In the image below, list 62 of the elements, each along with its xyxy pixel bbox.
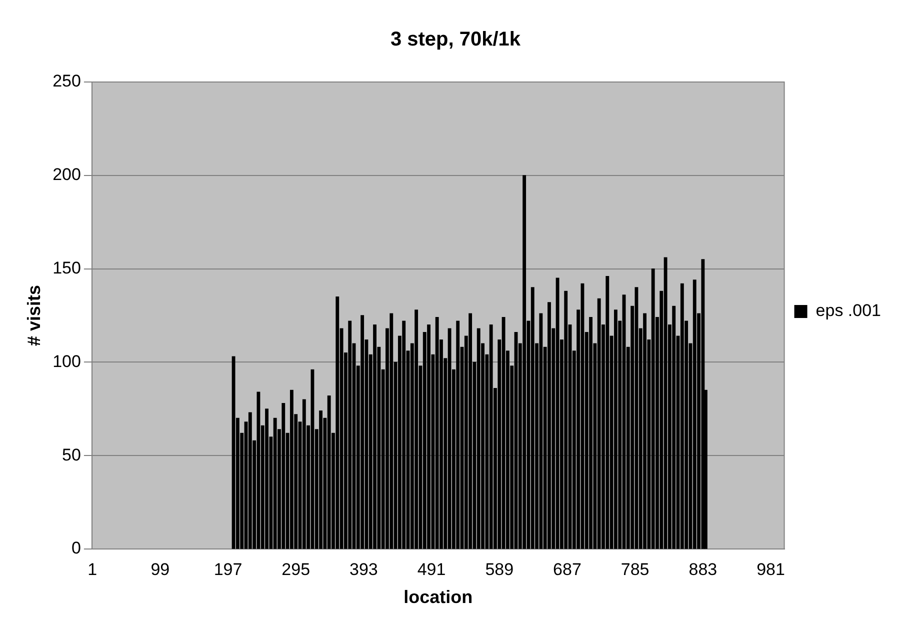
x-tick-label: 393 bbox=[350, 560, 378, 579]
bar bbox=[589, 317, 592, 549]
y-tick-label: 200 bbox=[52, 165, 81, 184]
x-tick-label: 981 bbox=[756, 560, 785, 579]
bar bbox=[680, 283, 684, 549]
y-tick-label: 0 bbox=[71, 538, 81, 558]
y-axis-title: # visits bbox=[24, 284, 44, 346]
bar bbox=[435, 317, 439, 549]
bar bbox=[273, 418, 277, 549]
bar bbox=[522, 175, 526, 549]
x-tick-label: 687 bbox=[553, 560, 582, 579]
bar bbox=[290, 390, 294, 549]
bar bbox=[414, 310, 418, 549]
bar bbox=[402, 320, 406, 549]
y-tick-label: 150 bbox=[52, 258, 81, 278]
bar bbox=[643, 313, 646, 549]
bar bbox=[556, 278, 560, 549]
bar bbox=[468, 313, 472, 549]
bar bbox=[530, 287, 534, 549]
x-tick-label: 785 bbox=[620, 560, 650, 579]
y-tick-label: 100 bbox=[52, 352, 81, 371]
legend-label: eps .001 bbox=[816, 301, 882, 320]
bar bbox=[232, 356, 236, 549]
bar bbox=[692, 280, 696, 549]
bar bbox=[672, 306, 676, 549]
bar bbox=[327, 395, 331, 549]
bar bbox=[664, 257, 668, 549]
bar bbox=[564, 290, 568, 549]
x-axis-title: location bbox=[404, 587, 473, 608]
bar bbox=[548, 302, 551, 549]
bar bbox=[597, 298, 601, 549]
bar bbox=[651, 268, 655, 549]
bar bbox=[282, 402, 286, 549]
x-tick-label: 99 bbox=[150, 560, 170, 579]
y-tick-label: 250 bbox=[52, 72, 81, 91]
bar bbox=[489, 324, 493, 549]
bar bbox=[606, 276, 610, 549]
chart-title: 3 step, 70k/1k bbox=[390, 28, 522, 51]
x-tick-label: 589 bbox=[485, 560, 514, 579]
bar bbox=[614, 310, 618, 549]
bar bbox=[427, 324, 430, 549]
bar bbox=[448, 328, 452, 549]
y-tick-label: 50 bbox=[62, 445, 81, 464]
x-tick-label: 1 bbox=[88, 560, 98, 579]
x-tick-label: 197 bbox=[214, 560, 242, 579]
bar bbox=[302, 399, 306, 549]
bar bbox=[476, 328, 480, 549]
bar bbox=[336, 296, 340, 549]
bar bbox=[248, 412, 252, 549]
bar bbox=[701, 259, 705, 549]
x-tick-label: 883 bbox=[688, 560, 718, 579]
bar bbox=[360, 315, 364, 549]
bar bbox=[373, 324, 376, 549]
x-tick-label: 491 bbox=[417, 560, 446, 579]
bar bbox=[265, 408, 268, 549]
bar bbox=[348, 320, 352, 549]
x-tick-label: 295 bbox=[282, 560, 310, 579]
bar bbox=[502, 317, 506, 549]
bar bbox=[456, 320, 460, 549]
bar bbox=[319, 410, 322, 549]
bar bbox=[390, 313, 394, 549]
bar bbox=[539, 313, 543, 549]
